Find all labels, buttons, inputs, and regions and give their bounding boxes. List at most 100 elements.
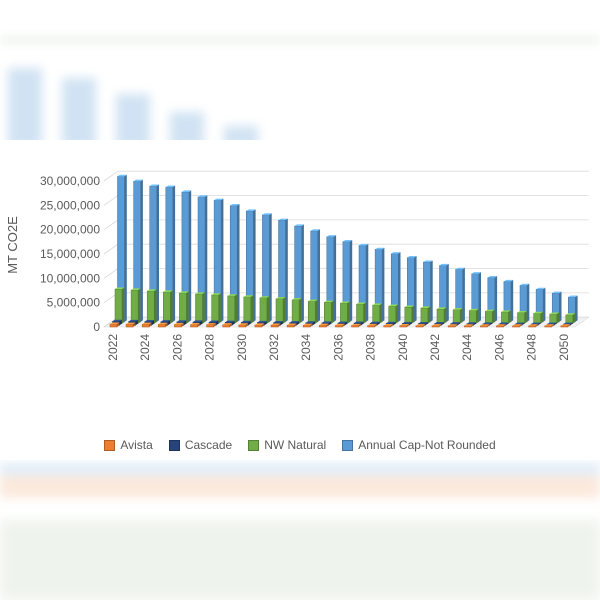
bar	[399, 324, 410, 328]
bar-side-face	[425, 321, 428, 326]
bar	[243, 295, 254, 324]
bar-side-face	[213, 323, 216, 327]
bar-front-face	[501, 311, 509, 324]
bar	[229, 203, 240, 323]
bar-side-face	[269, 213, 272, 322]
bar-side-face	[430, 260, 433, 322]
bar-front-face	[420, 307, 429, 324]
bar-side-face	[264, 320, 267, 326]
bar-top-face	[144, 320, 154, 322]
bar-top-face	[391, 252, 401, 254]
bar-top-face	[292, 298, 302, 300]
bar-front-face	[302, 324, 311, 328]
x-tick-label: 2030	[235, 334, 249, 361]
bar-side-face	[138, 288, 141, 324]
bar-top-face	[482, 322, 493, 324]
bar-side-face	[409, 321, 412, 326]
bar-side-face	[554, 322, 557, 326]
bar-top-face	[326, 235, 337, 237]
bar-top-face	[335, 323, 345, 326]
bar-front-face	[190, 324, 198, 328]
bar	[291, 298, 302, 324]
bar-side-face	[390, 323, 393, 327]
bar-top-face	[370, 321, 380, 324]
bar-front-face	[468, 310, 477, 324]
bar-front-face	[286, 324, 295, 328]
bar	[356, 302, 366, 324]
bar	[517, 311, 527, 324]
x-tick-label: 2022	[106, 334, 120, 361]
bar-top-face	[254, 323, 265, 325]
bar-side-face	[446, 263, 449, 322]
bar-top-face	[517, 311, 527, 313]
bar-top-face	[305, 321, 315, 323]
bar	[480, 324, 490, 328]
bar-front-face	[319, 325, 327, 328]
bar-top-face	[503, 279, 514, 282]
bar-side-face	[156, 184, 159, 322]
bar-side-face	[406, 324, 410, 327]
bar-top-face	[278, 218, 288, 221]
bar-front-face	[146, 290, 155, 324]
bar-top-face	[195, 292, 205, 294]
bar	[286, 323, 297, 328]
bar-side-face	[427, 306, 431, 324]
y-tick-label: 5,000,000	[47, 296, 101, 310]
bar-side-face	[478, 272, 481, 322]
legend-item: NW Natural	[248, 438, 326, 452]
bar-front-face	[179, 292, 187, 324]
legend-label: Annual Cap-Not Rounded	[358, 438, 496, 452]
bar-top-face	[174, 322, 184, 325]
bar-top-face	[110, 322, 120, 325]
bg-bar	[62, 78, 96, 148]
bar-top-face	[563, 322, 573, 325]
bar-top-face	[176, 320, 187, 322]
bar-side-face	[570, 322, 573, 326]
bar-top-face	[190, 322, 200, 325]
bar-side-face	[444, 307, 447, 324]
bar-side-face	[540, 311, 543, 324]
bar-side-face	[527, 283, 530, 322]
x-tick-label: 2050	[557, 334, 571, 361]
bar-side-face	[494, 276, 498, 322]
bar	[307, 299, 318, 324]
legend-swatch	[168, 439, 180, 451]
bar-side-face	[165, 322, 168, 327]
bar-top-face	[464, 324, 474, 326]
bar-side-face	[140, 179, 143, 322]
bar	[388, 304, 398, 324]
bar-side-face	[487, 324, 490, 327]
bar-side-face	[149, 322, 152, 327]
bar-top-face	[487, 276, 498, 278]
bar-top-face	[450, 322, 460, 324]
legend-item: Annual Cap-Not Rounded	[342, 438, 496, 452]
bar-side-face	[261, 323, 265, 327]
bar-side-face	[197, 322, 200, 327]
bar-side-face	[471, 324, 474, 327]
bar-front-face	[528, 325, 536, 328]
bar-front-face	[383, 325, 391, 328]
x-tick-label: 2046	[492, 334, 506, 361]
bar-top-face	[496, 324, 506, 326]
bar-top-face	[273, 321, 283, 323]
bar-side-face	[154, 289, 157, 324]
bar-top-face	[399, 324, 410, 326]
bar-front-face	[163, 291, 171, 324]
bar-top-face	[407, 256, 417, 258]
bar	[544, 324, 554, 328]
bar-front-face	[533, 313, 541, 324]
bar-top-face	[321, 321, 332, 323]
bar-top-face	[565, 313, 576, 315]
legend-label: Cascade	[184, 438, 233, 452]
bar-side-face	[559, 291, 562, 322]
bar	[326, 235, 337, 323]
gridline	[103, 195, 589, 206]
bar-top-face	[386, 321, 396, 324]
bar-top-face	[536, 287, 546, 290]
legend-item: Cascade	[168, 438, 233, 452]
x-tick-label: 2026	[170, 334, 184, 361]
bar-top-face	[160, 320, 171, 322]
bar-side-face	[567, 324, 571, 327]
bar	[213, 198, 224, 323]
